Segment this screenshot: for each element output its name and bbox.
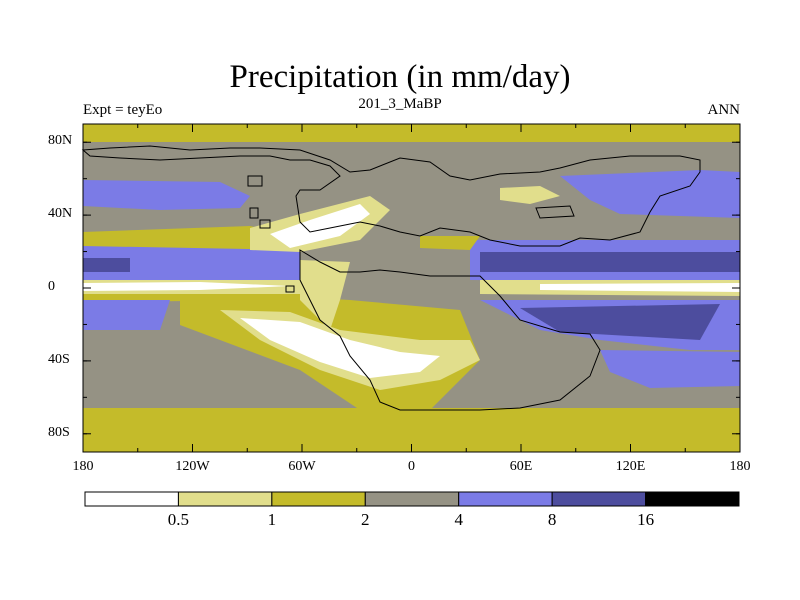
colorbar-label: 16: [637, 510, 655, 529]
n-pacific-storm-track: [83, 180, 250, 210]
colorbar-swatch: [177, 491, 273, 507]
colorbar: [84, 491, 740, 507]
spcz-core: [520, 304, 720, 340]
s-storm-track: [600, 350, 740, 388]
y-tick-label: 40S: [48, 351, 70, 367]
axis-ticks: [82, 124, 741, 452]
n-storm-track-east: [560, 170, 740, 218]
colorbar-swatch: [84, 491, 179, 507]
equatorial-dry-east: [540, 283, 740, 292]
colorbar-swatch: [458, 491, 553, 507]
colorbar-swatch: [271, 491, 366, 507]
itcz-core-east: [480, 252, 740, 272]
y-tick-label: 40N: [48, 206, 73, 222]
northern-continent-outline: [81, 145, 701, 247]
x-tick-label: 120E: [615, 459, 646, 474]
season-label: ANN: [707, 102, 741, 118]
colorbar-label: 2: [361, 510, 370, 529]
x-tick-label: 180: [72, 459, 94, 474]
spcz-west: [83, 300, 170, 330]
north-polar-band: [83, 124, 740, 142]
y-tick-label: 80S: [48, 424, 70, 440]
y-tick-label: 0: [48, 279, 55, 294]
southern-continent-outline: [299, 249, 601, 411]
colorbar-label: 0.5: [167, 510, 190, 529]
subtitle: 201_3_MaBP: [358, 96, 442, 112]
x-tick-label: 60W: [288, 459, 316, 474]
itcz-core-west: [83, 258, 130, 272]
colorbar-label: 1: [267, 510, 277, 529]
colorbar-swatch: [645, 491, 740, 507]
island-outline: [247, 175, 263, 187]
y-tick-label: 80N: [48, 133, 73, 149]
experiment-label: Expt = teyEo: [83, 102, 163, 118]
colorbar-swatch: [551, 491, 647, 507]
contour-fill: [83, 124, 740, 452]
x-tick-label: 120W: [175, 459, 210, 474]
chart-title: Precipitation (in mm/day): [229, 59, 571, 95]
x-tick-label: 0: [408, 459, 415, 474]
colorbar-swatch: [364, 491, 460, 507]
s-desert-core: [240, 318, 440, 378]
itcz-north-west: [83, 246, 300, 282]
x-tick-label: 60E: [509, 459, 533, 474]
colorbar-label: 8: [547, 510, 557, 529]
n-desert-core: [270, 204, 370, 248]
x-tick-label: 180: [729, 459, 751, 474]
equatorial-dry-west: [83, 282, 290, 291]
colorbar-label: 4: [454, 510, 463, 529]
